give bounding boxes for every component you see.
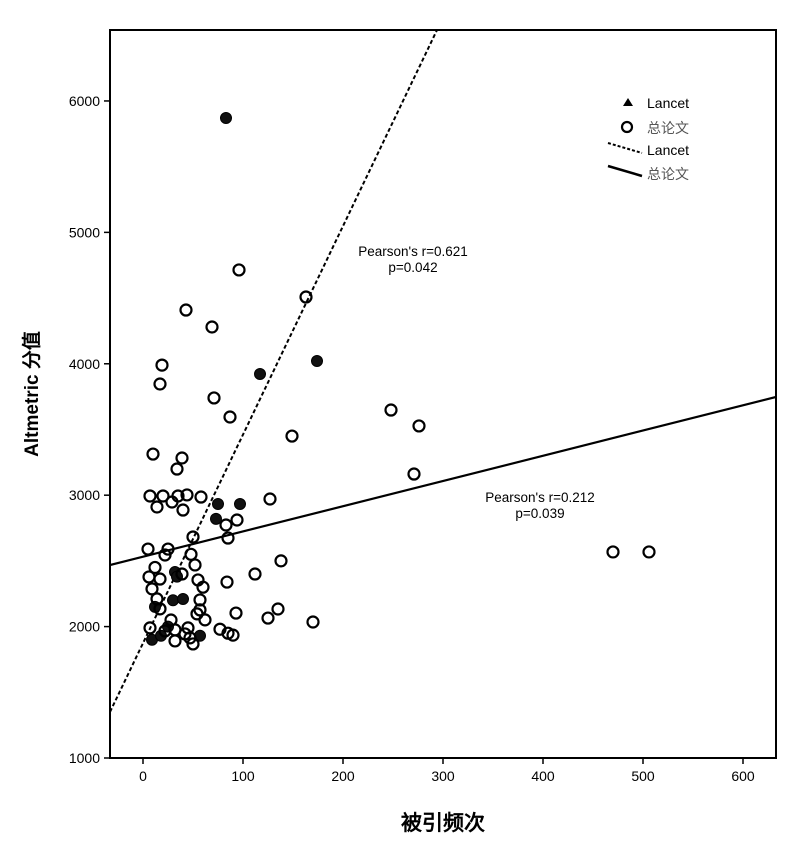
- data-point-total: [170, 462, 184, 476]
- data-point-total: [606, 545, 620, 559]
- data-point-total: [150, 500, 164, 514]
- legend-label-lancet-line: Lancet: [647, 142, 689, 158]
- x-axis-label: 被引频次: [401, 811, 485, 835]
- y-tick-label: 6000: [69, 93, 100, 109]
- data-point-total: [184, 547, 198, 561]
- data-point-total: [248, 567, 262, 581]
- correlation-annotation: p=0.042: [388, 260, 437, 275]
- data-point-total: [156, 489, 170, 503]
- data-point-total: [205, 320, 219, 334]
- data-point-total: [165, 495, 179, 509]
- data-point-total: [223, 410, 237, 424]
- data-point-total: [271, 602, 285, 616]
- data-point-total: [176, 503, 190, 517]
- data-point-total: [285, 429, 299, 443]
- data-point-total: [186, 637, 200, 651]
- fit-line-total: [110, 395, 776, 567]
- legend: Lancet 总论文 Lancet 总论文: [607, 95, 689, 182]
- y-tick-label: 2000: [69, 619, 100, 635]
- data-point-total: [642, 545, 656, 559]
- data-point-lancet: [234, 497, 246, 510]
- data-point-total: [180, 488, 194, 502]
- data-point-total: [263, 492, 277, 506]
- data-point-total: [299, 290, 313, 304]
- data-point-total: [153, 377, 167, 391]
- data-point-lancet: [254, 368, 266, 381]
- data-point-total: [230, 513, 244, 527]
- data-point-total: [143, 621, 157, 635]
- data-point-total: [407, 467, 421, 481]
- correlation-annotation: p=0.039: [515, 506, 564, 521]
- x-axis: 0 100 200 300 400 500 600: [139, 758, 755, 784]
- data-point-total: [146, 447, 160, 461]
- correlation-annotation: Pearson's r=0.212: [485, 490, 595, 505]
- y-axis: 1000 2000 3000 4000 5000 6000: [69, 93, 110, 766]
- legend-solid-line: [607, 164, 643, 178]
- data-point-total: [175, 567, 189, 581]
- data-point-total: [232, 263, 246, 277]
- x-tick-label: 400: [531, 768, 555, 784]
- correlation-annotation: Pearson's r=0.621: [358, 244, 468, 259]
- data-point-total: [148, 560, 162, 575]
- data-point-total: [186, 530, 200, 544]
- fit-line-lancet: [110, 30, 439, 713]
- data-point-total: [220, 575, 234, 589]
- data-point-total: [161, 542, 175, 556]
- data-point-total: [229, 606, 243, 620]
- data-point-total: [193, 603, 207, 617]
- data-point-total: [181, 621, 195, 635]
- data-point-total: [306, 615, 320, 629]
- x-tick-label: 300: [431, 768, 455, 784]
- y-axis-label: Altmetric 分值: [20, 331, 43, 457]
- legend-label-total-marker: 总论文: [647, 120, 689, 136]
- x-tick-label: 600: [731, 768, 755, 784]
- data-point-lancet: [177, 592, 189, 605]
- data-point-total: [219, 518, 233, 532]
- x-tick-label: 100: [231, 768, 255, 784]
- data-point-total: [153, 602, 167, 616]
- data-point-total: [179, 303, 193, 317]
- data-point-total: [143, 489, 157, 503]
- data-point-total: [221, 531, 235, 545]
- data-point-lancet: [311, 355, 323, 368]
- data-point-lancet: [212, 497, 224, 510]
- data-point-total: [194, 490, 208, 504]
- legend-label-total-line: 总论文: [647, 166, 689, 182]
- data-point-total: [145, 582, 159, 596]
- legend-dashed-line: [607, 142, 643, 154]
- data-point-total: [198, 613, 212, 627]
- fit-lines: [110, 30, 776, 713]
- data-point-total: [274, 554, 288, 568]
- data-point-total: [153, 572, 167, 586]
- data-point-lancet: [210, 512, 222, 525]
- x-tick-label: 500: [631, 768, 655, 784]
- data-point-total: [412, 419, 426, 433]
- data-point-total: [155, 358, 169, 372]
- data-point-total: [384, 403, 398, 417]
- legend-label-lancet-marker: Lancet: [647, 95, 689, 111]
- y-tick-label: 3000: [69, 487, 100, 503]
- x-tick-label: 0: [139, 768, 147, 784]
- legend-open-marker: [620, 120, 634, 134]
- data-point-total: [141, 542, 155, 556]
- x-tick-label: 200: [331, 768, 355, 784]
- y-tick-label: 4000: [69, 356, 100, 372]
- data-point-lancet: [220, 112, 232, 125]
- data-point-total: [221, 626, 235, 640]
- y-tick-label: 5000: [69, 224, 100, 240]
- y-tick-label: 1000: [69, 750, 100, 766]
- data-point-total: [164, 613, 178, 627]
- data-point-total: [261, 611, 275, 625]
- plot-area: [109, 29, 777, 759]
- data-point-total: [207, 391, 221, 405]
- data-point-lancet: [167, 594, 179, 607]
- legend-filled-marker: [623, 98, 633, 106]
- data-points: [141, 112, 656, 651]
- data-point-total: [196, 580, 210, 594]
- data-point-total: [175, 451, 189, 465]
